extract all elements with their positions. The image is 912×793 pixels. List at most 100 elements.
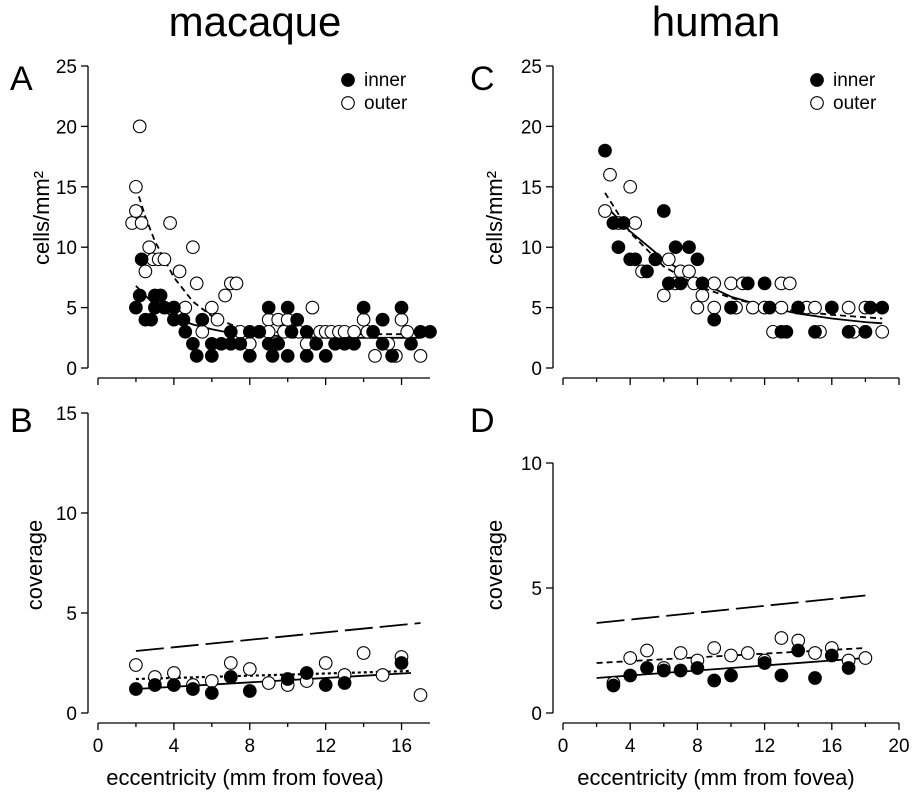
- y-tick-label-d: 10: [521, 454, 542, 475]
- point-outer-c: [690, 300, 705, 315]
- point-outer-a: [163, 216, 177, 230]
- point-inner-c: [707, 312, 722, 327]
- point-inner-c: [824, 300, 839, 315]
- point-outer-c: [745, 300, 760, 315]
- column-title-macaque: macaque: [169, 0, 342, 45]
- point-inner-a: [299, 324, 314, 339]
- point-outer-a: [229, 276, 244, 291]
- point-inner-a: [129, 300, 143, 315]
- point-inner-a: [404, 336, 418, 351]
- point-inner-a: [347, 336, 361, 351]
- point-inner-c: [690, 252, 705, 267]
- point-inner-a: [423, 324, 437, 339]
- fit-line-inner-d: [596, 657, 866, 679]
- point-inner-a: [356, 300, 371, 315]
- point-outer-a: [305, 300, 320, 315]
- point-outer-c: [656, 288, 671, 303]
- point-inner-a: [252, 324, 267, 339]
- x-tick-label-d: 16: [821, 736, 842, 757]
- point-inner-d: [808, 671, 822, 685]
- x-tick-label-b: 4: [169, 736, 180, 757]
- point-inner-c: [695, 276, 710, 291]
- panel-letter-c: C: [470, 60, 495, 98]
- legend-marker-inner-c: [810, 73, 824, 87]
- legend-marker-outer-c: [810, 96, 824, 110]
- point-outer-a: [132, 119, 147, 134]
- point-inner-c: [648, 252, 663, 267]
- point-outer-a: [356, 312, 371, 327]
- y-axis-title-c: cells/mm²: [482, 171, 507, 265]
- fit-line-outer-c: [604, 192, 883, 320]
- point-outer-c: [875, 324, 890, 339]
- point-outer-a: [129, 204, 143, 218]
- point-outer-a: [172, 264, 187, 279]
- panel-d: D coverage eccentricity (mm from fovea) …: [470, 402, 910, 790]
- point-outer-a: [134, 216, 149, 230]
- fit-line-inner-c: [604, 204, 883, 325]
- point-inner-d: [757, 656, 772, 670]
- fit-line-reference-d: [596, 594, 866, 624]
- y-tick-label-a: 0: [66, 359, 77, 380]
- legend-label-inner-c: inner: [833, 70, 876, 91]
- point-inner-a: [167, 300, 181, 315]
- point-outer-d: [673, 646, 688, 660]
- point-inner-c: [762, 300, 777, 315]
- point-inner-a: [261, 300, 276, 315]
- point-outer-b: [261, 676, 276, 690]
- point-inner-c: [598, 143, 612, 158]
- point-outer-c: [623, 179, 638, 194]
- point-inner-b: [299, 666, 314, 680]
- point-inner-c: [673, 276, 688, 291]
- point-inner-c: [661, 276, 676, 291]
- point-inner-a: [178, 324, 193, 339]
- point-outer-b: [318, 656, 333, 670]
- point-inner-d: [656, 663, 671, 678]
- point-outer-d: [724, 648, 738, 663]
- point-inner-d: [640, 661, 654, 675]
- point-outer-c: [841, 300, 856, 315]
- point-outer-a: [400, 324, 415, 339]
- x-tick-label-b: 8: [244, 736, 255, 757]
- point-inner-c: [841, 324, 856, 339]
- y-tick-label-c: 0: [531, 359, 542, 380]
- point-outer-a: [186, 240, 200, 255]
- point-inner-b: [394, 656, 409, 670]
- point-inner-b: [186, 682, 200, 696]
- point-outer-c: [695, 288, 710, 303]
- point-inner-c: [757, 276, 772, 291]
- x-tick-label-b: 12: [315, 736, 336, 757]
- point-outer-b: [129, 658, 143, 672]
- point-outer-d: [640, 643, 654, 658]
- point-inner-c: [628, 252, 643, 267]
- y-tick-label-d: 0: [531, 704, 542, 725]
- point-inner-a: [144, 312, 158, 327]
- point-inner-a: [318, 349, 333, 363]
- panel-letter-b: B: [10, 402, 33, 440]
- column-title-human: human: [652, 0, 780, 45]
- point-outer-b: [242, 662, 257, 676]
- point-inner-a: [375, 336, 390, 351]
- point-inner-a: [375, 312, 390, 327]
- point-inner-d: [724, 668, 738, 683]
- point-outer-a: [142, 240, 157, 255]
- point-inner-d: [824, 648, 839, 663]
- point-inner-c: [779, 324, 794, 339]
- point-inner-d: [606, 678, 621, 693]
- y-tick-label-c: 20: [521, 117, 542, 138]
- y-axis-title-b: coverage: [22, 520, 47, 611]
- point-inner-c: [640, 264, 654, 279]
- legend-label-outer-c: outer: [833, 93, 877, 114]
- x-tick-label-d: 12: [754, 736, 775, 757]
- y-tick-label-a: 20: [56, 117, 77, 138]
- y-tick-label-c: 5: [531, 299, 542, 320]
- point-inner-a: [309, 336, 324, 351]
- x-tick-label-d: 4: [625, 736, 636, 757]
- point-inner-c: [858, 324, 873, 339]
- point-inner-d: [690, 661, 705, 675]
- y-tick-label-c: 10: [521, 238, 542, 259]
- point-inner-a: [233, 336, 248, 351]
- point-outer-d: [623, 651, 638, 665]
- x-tick-label-b: 16: [391, 736, 412, 757]
